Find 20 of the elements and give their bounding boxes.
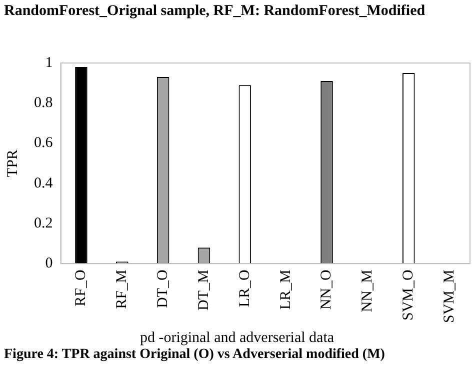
x-tick-label: NN_O [318,269,335,310]
x-axis-title: pd -original and adverserial data [138,329,336,347]
x-tick-label: RF_O [73,269,90,306]
x-tick-label: NN_M [360,270,376,312]
text: RandomForest_Orignal sample, RF_M: RandomForest_Modified [3,2,426,21]
x-tick-label: SVM_M [441,270,458,324]
x-tick-label: LR_O [236,269,253,308]
y-tick-label: 0.6 [34,135,54,152]
x-tick-label: DT_O [155,269,171,308]
x-tick-label: DT_M [196,270,212,310]
y-tick-label: 0.4 [34,175,54,192]
x-tick-label: SVM_O [400,270,417,321]
x-tick-label: RF_M [114,270,130,309]
y-tick-label: 0.8 [34,95,53,112]
y-tick-label: 0 [45,256,53,272]
caption: Figure 4: TPR against Original (O) vs Adverserial modified (M) [3,347,386,363]
y-axis-title: TPR [4,150,21,178]
y-tick-label: 1 [45,54,53,71]
y-tick-label: 0.2 [34,215,53,232]
x-tick-label: LR_M [278,270,294,310]
